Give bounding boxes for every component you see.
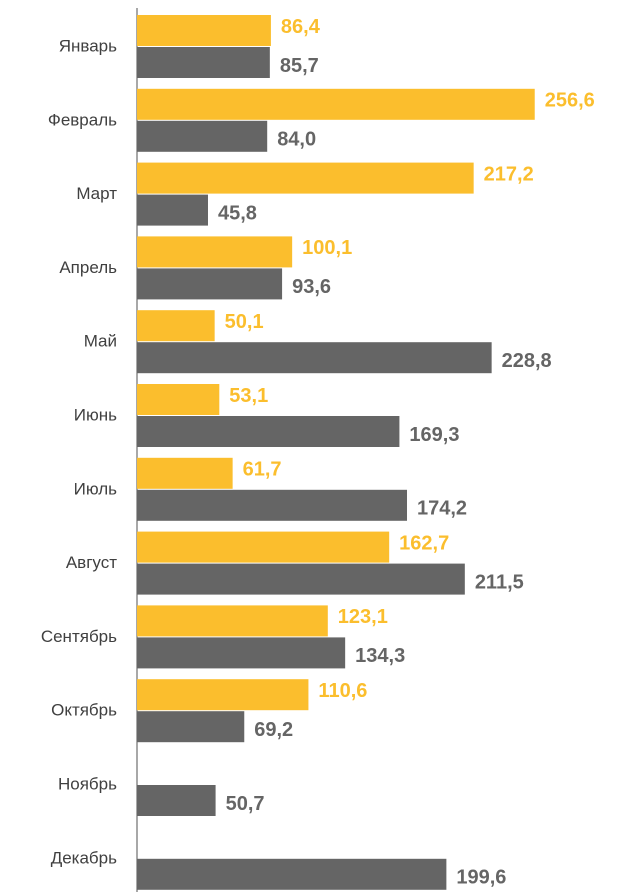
bar: [137, 711, 245, 743]
value-label: 174,2: [417, 498, 467, 520]
value-label: 110,6: [318, 680, 367, 702]
value-label: 256,6: [545, 90, 595, 112]
category-label: Ноябрь: [58, 774, 117, 793]
bar: [137, 384, 220, 415]
value-label: 100,1: [302, 237, 352, 259]
category-label: Август: [66, 553, 117, 572]
bar: [137, 605, 328, 637]
category-label: Февраль: [48, 110, 117, 129]
bar: [137, 637, 346, 669]
value-label: 50,7: [226, 793, 265, 815]
value-label: 217,2: [484, 163, 534, 185]
category-label: Апрель: [59, 258, 117, 277]
bar: [137, 785, 216, 816]
bar: [137, 194, 208, 226]
value-label: 199,6: [456, 867, 506, 889]
value-label: 53,1: [229, 385, 268, 407]
bar: [137, 416, 400, 447]
category-label: Март: [76, 184, 117, 203]
bar: [137, 236, 293, 268]
bar: [137, 15, 271, 46]
value-label: 123,1: [338, 606, 388, 628]
value-label: 211,5: [475, 571, 524, 593]
category-label: Октябрь: [51, 701, 117, 720]
bar: [137, 679, 309, 711]
bar: [137, 310, 215, 342]
bar: [137, 268, 283, 300]
bar: [137, 563, 465, 595]
bar: [137, 162, 474, 194]
category-label: Июнь: [74, 405, 117, 424]
value-label: 93,6: [292, 276, 331, 298]
bar: [137, 457, 233, 489]
category-label: Сентябрь: [41, 627, 117, 646]
category-label: Январь: [59, 36, 117, 55]
category-label: Май: [84, 332, 117, 351]
value-label: 45,8: [218, 202, 257, 224]
category-label: Июль: [74, 479, 118, 498]
category-label: Декабрь: [51, 848, 117, 867]
value-label: 134,3: [355, 645, 405, 667]
bar: [137, 342, 492, 374]
value-label: 50,1: [225, 311, 264, 333]
value-label: 162,7: [399, 532, 449, 554]
bar: [137, 531, 390, 563]
value-label: 69,2: [254, 719, 293, 741]
bar: [137, 47, 270, 78]
bar: [137, 858, 447, 890]
value-label: 169,3: [409, 424, 459, 446]
value-label: 86,4: [281, 16, 321, 38]
value-label: 228,8: [502, 350, 552, 372]
bar: [137, 489, 408, 521]
value-label: 84,0: [277, 129, 316, 151]
value-label: 61,7: [243, 459, 282, 481]
bar: [137, 120, 268, 152]
value-label: 85,7: [280, 55, 319, 77]
bar: [137, 88, 535, 120]
